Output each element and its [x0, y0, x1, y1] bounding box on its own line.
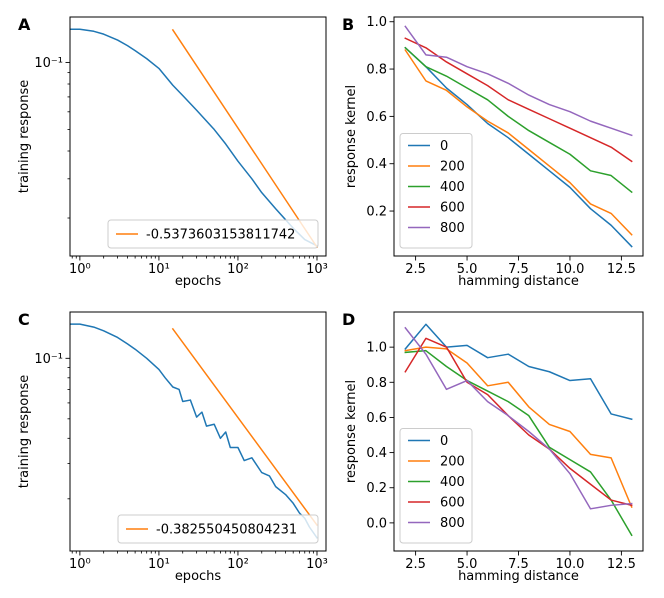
x-tick-label: 10³ — [306, 262, 328, 277]
series-line-d-3 — [404, 337, 633, 507]
x-tick-label: 2.5 — [405, 557, 426, 572]
legend-box — [399, 133, 473, 249]
x-tick-label: 10.0 — [555, 557, 584, 572]
series-line-d-0 — [404, 323, 633, 421]
panel-letter: A — [18, 15, 31, 34]
legend-box — [117, 514, 319, 544]
series-group — [404, 323, 633, 537]
legend-label: 600 — [440, 201, 465, 216]
y-tick-label: 10⁻¹ — [34, 352, 63, 367]
x-tick-label: 2.5 — [405, 262, 426, 277]
x-tick-label: 10² — [227, 557, 249, 572]
x-axis-label: epochs — [175, 274, 222, 289]
y-tick-label: 0.6 — [366, 411, 387, 426]
x-tick-label: 10² — [227, 262, 249, 277]
series-line-b-2 — [404, 46, 633, 194]
series-line-b-1 — [404, 49, 633, 236]
axes-frame — [393, 16, 644, 257]
legend-label: 800 — [440, 221, 465, 236]
y-tick-label: 0.0 — [366, 516, 387, 531]
x-tick-label: 12.5 — [607, 262, 636, 277]
y-tick-label: 0.4 — [366, 446, 387, 461]
axes-frame — [393, 311, 644, 552]
legend-label: 400 — [440, 475, 465, 490]
x-axis-label: hamming distance — [458, 569, 579, 584]
x-tick-label: 10⁰ — [69, 557, 91, 572]
legend-box — [399, 428, 473, 544]
series-line-c-1 — [171, 327, 319, 527]
series-line-b-0 — [404, 46, 633, 248]
legend-label: 200 — [440, 160, 465, 175]
y-tick-label: 0.6 — [366, 110, 387, 125]
legend-label: -0.5373603153811742 — [146, 228, 295, 243]
panel-letter: B — [342, 15, 354, 34]
y-axis-label: response kernel — [344, 85, 359, 188]
y-axis-label: response kernel — [344, 380, 359, 483]
series-group — [404, 25, 633, 248]
x-tick-label: 12.5 — [607, 557, 636, 572]
legend-label: 0 — [440, 139, 448, 154]
y-axis-label: training response — [17, 375, 32, 489]
x-axis-label: hamming distance — [458, 274, 579, 289]
panel-c: C 10⁰ 10¹ 10² 10³ 10⁻¹ epochs training response… — [17, 310, 328, 584]
y-tick-label: 0.8 — [366, 63, 387, 78]
x-tick-label: 7.5 — [508, 557, 529, 572]
series-line-b-4 — [404, 25, 633, 137]
series-group — [70, 28, 319, 249]
x-tick-label: 10¹ — [148, 262, 170, 277]
series-line-a-1 — [171, 28, 319, 249]
legend-label: 400 — [440, 180, 465, 195]
axes-frame — [69, 16, 327, 257]
legend-box — [107, 219, 319, 249]
y-tick-label: 0.4 — [366, 157, 387, 172]
legend-label: 800 — [440, 516, 465, 531]
panel-b: B 2.5 5.0 7.5 10.0 12.5 0.2 0.4 0.6 0.8 1.0 hamming… — [342, 15, 644, 289]
panel-letter: C — [18, 310, 30, 329]
series-line-d-4 — [404, 326, 633, 510]
series-line-c-0 — [70, 323, 319, 539]
y-axis-label: training response — [17, 80, 32, 194]
x-tick-label: 5.0 — [457, 262, 478, 277]
y-tick-label: 0.2 — [366, 205, 387, 220]
y-tick-label: 0.2 — [366, 481, 387, 496]
x-tick-label: 7.5 — [508, 262, 529, 277]
y-tick-label: 1.0 — [366, 341, 387, 356]
series-line-a-0 — [70, 28, 318, 247]
legend-label: -0.382550450804231 — [156, 523, 297, 538]
x-axis-label: epochs — [175, 569, 222, 584]
x-tick-label: 10³ — [306, 557, 328, 572]
y-tick-label: 10⁻¹ — [34, 56, 63, 71]
x-tick-label: 10⁰ — [69, 262, 91, 277]
series-group — [70, 323, 319, 539]
x-tick-label: 10¹ — [148, 557, 170, 572]
y-tick-label: 0.8 — [366, 376, 387, 391]
legend-label: 600 — [440, 496, 465, 511]
legend-label: 0 — [440, 434, 448, 449]
panel-d: D 2.5 5.0 7.5 10.0 12.5 0.0 0.2 0.4 0.6 0.8 1.0 hamm… — [342, 310, 644, 584]
x-tick-label: 5.0 — [457, 557, 478, 572]
panel-a: A 10⁰ 10¹ 10² 10³ 10⁻¹ epochs training response… — [17, 15, 328, 289]
axes-frame — [69, 311, 327, 552]
x-tick-label: 10.0 — [555, 262, 584, 277]
panel-letter: D — [342, 310, 355, 329]
y-tick-label: 1.0 — [366, 15, 387, 30]
series-line-d-1 — [404, 346, 633, 509]
series-line-b-3 — [404, 37, 633, 163]
legend-label: 200 — [440, 455, 465, 470]
series-line-d-2 — [404, 349, 633, 537]
